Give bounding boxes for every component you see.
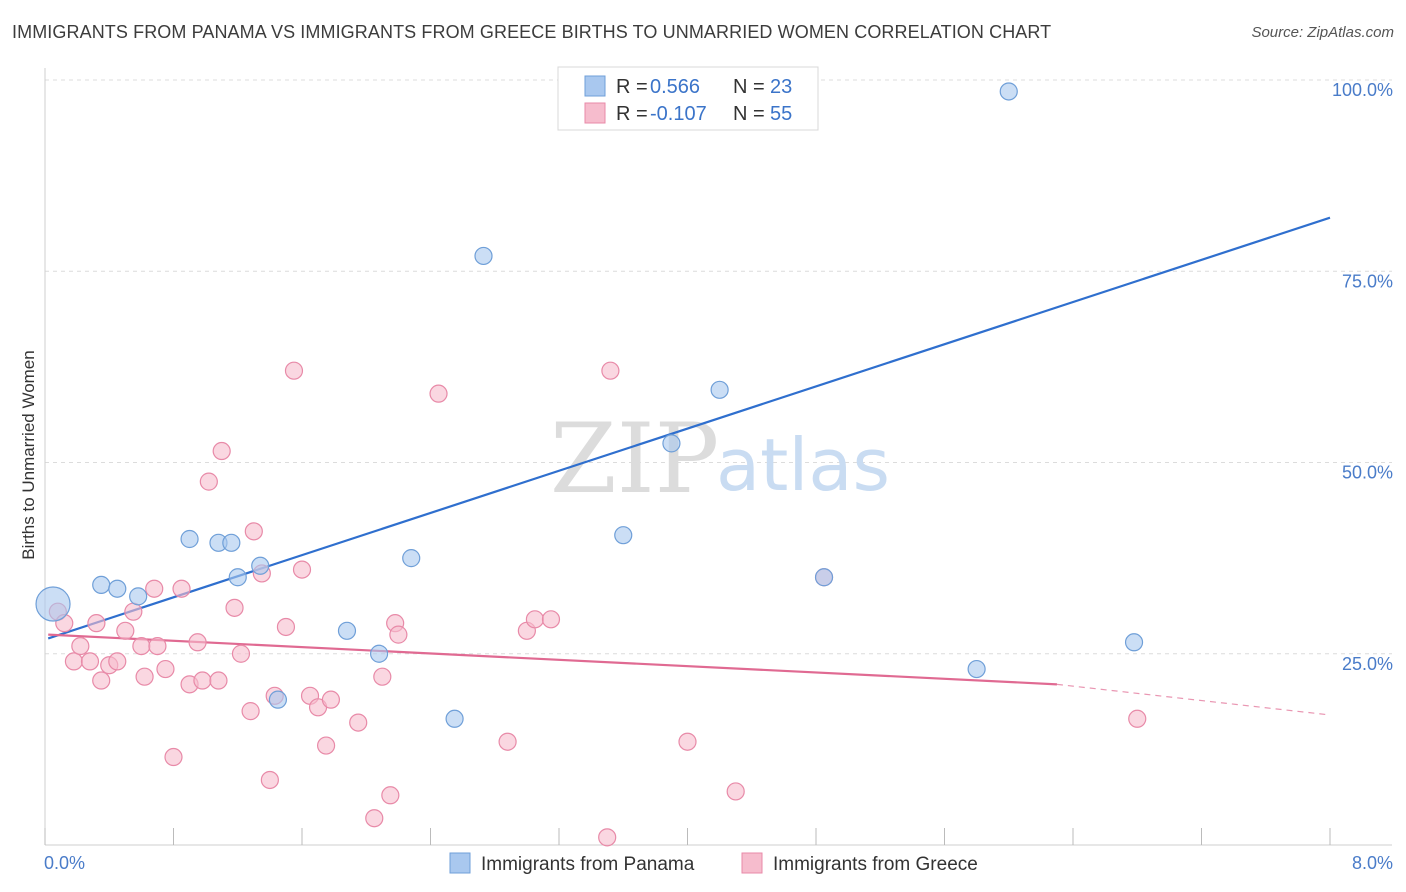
point-panama — [222, 533, 241, 552]
point-greece — [108, 652, 127, 671]
point-panama — [662, 434, 681, 453]
data-points — [35, 66, 1147, 847]
point-greece — [678, 732, 697, 751]
point-greece — [135, 667, 154, 686]
bottom-legend-swatch-panama — [449, 852, 471, 874]
legend-n-label: N = — [733, 76, 765, 98]
point-panama — [402, 549, 421, 568]
bottom-legend-label-panama: Immigrants from Panama — [481, 854, 695, 875]
trend-line-greece-extension — [1056, 683, 1331, 716]
point-greece — [292, 560, 312, 579]
y-tick-label: 100.0% — [1332, 80, 1393, 100]
legend-swatch-greece — [584, 102, 606, 124]
point-panama — [180, 529, 199, 549]
legend-swatch-panama — [584, 75, 606, 97]
point-panama — [129, 587, 148, 606]
point-panama — [614, 526, 633, 545]
point-panama — [108, 579, 127, 598]
bottom-legend-label-greece: Immigrants from Greece — [773, 854, 978, 875]
point-panama — [967, 659, 986, 679]
watermark-atlas-text: atlas — [716, 423, 890, 507]
point-greece — [260, 770, 279, 790]
point-greece — [199, 472, 218, 491]
point-greece — [389, 625, 408, 644]
point-greece — [225, 598, 244, 617]
point-panama — [92, 575, 111, 595]
point-greece — [71, 636, 90, 656]
y-tick-label: 50.0% — [1342, 463, 1393, 483]
legend-r-label: R = — [616, 76, 648, 98]
bottom-legend: Immigrants from Panama Immigrants from Gr… — [449, 852, 978, 875]
point-greece — [321, 690, 341, 709]
point-greece — [284, 361, 304, 380]
legend-n-value: 55 — [770, 103, 792, 125]
point-greece — [164, 747, 183, 767]
point-greece — [145, 579, 164, 598]
point-panama — [370, 644, 389, 663]
bottom-legend-swatch-greece — [741, 852, 763, 874]
legend-r-label: R = — [616, 103, 648, 125]
y-tick-label: 75.0% — [1342, 271, 1393, 291]
point-greece — [92, 671, 111, 690]
point-greece — [156, 659, 175, 679]
point-panama — [445, 709, 464, 728]
point-greece — [1128, 709, 1147, 728]
legend-box: R = 0.566 N = 23 R = -0.107 N = 55 — [557, 66, 819, 131]
point-greece — [188, 633, 207, 652]
source-label: Source: ZipAtlas.com — [1251, 24, 1394, 41]
legend-r-value: 0.566 — [650, 76, 700, 98]
point-panama — [268, 690, 288, 709]
axes: 0.0% 8.0% — [44, 68, 1393, 873]
point-greece — [87, 614, 106, 633]
point-greece — [498, 732, 517, 751]
point-greece — [525, 610, 545, 629]
gridlines: 25.0% 50.0% 75.0% 100.0% — [45, 79, 1393, 674]
point-greece — [212, 441, 231, 461]
point-greece — [373, 667, 392, 686]
point-greece — [124, 602, 143, 621]
point-greece — [64, 652, 84, 671]
point-panama — [814, 568, 834, 587]
point-panama — [1124, 633, 1144, 652]
point-greece — [601, 361, 620, 380]
point-greece — [541, 610, 561, 629]
watermark: ZIP atlas — [550, 403, 890, 515]
point-panama — [474, 246, 493, 266]
point-panama — [228, 568, 247, 587]
point-greece — [726, 782, 745, 801]
point-greece — [80, 652, 100, 671]
point-panama — [337, 621, 357, 640]
point-greece — [244, 522, 263, 541]
legend-n-value: 23 — [770, 76, 792, 98]
legend-n-label: N = — [733, 103, 765, 125]
point-greece — [193, 671, 212, 690]
y-tick-label: 25.0% — [1342, 654, 1393, 674]
point-panama — [999, 82, 1018, 101]
point-greece — [132, 636, 151, 656]
y-axis-label: Births to Unmarried Women — [19, 350, 38, 559]
chart-title: IMMIGRANTS FROM PANAMA VS IMMIGRANTS FRO… — [12, 22, 1052, 42]
watermark-zip-text: ZIP — [550, 403, 719, 515]
point-panama — [35, 586, 71, 622]
point-greece — [365, 809, 384, 828]
point-greece — [598, 828, 617, 847]
point-greece — [172, 579, 191, 598]
point-greece — [276, 617, 296, 637]
point-greece — [241, 702, 260, 721]
point-greece — [209, 671, 228, 690]
point-panama — [710, 380, 729, 399]
x-tick-label-max: 8.0% — [1352, 853, 1393, 873]
point-greece — [316, 736, 336, 755]
point-greece — [116, 621, 135, 640]
point-greece — [349, 713, 368, 732]
x-tick-label-min: 0.0% — [44, 853, 85, 873]
trend-line-greece — [48, 633, 1057, 686]
point-greece — [429, 384, 448, 403]
point-greece — [231, 644, 251, 663]
point-greece — [381, 786, 400, 805]
point-greece — [148, 636, 167, 656]
point-panama — [251, 556, 270, 575]
legend-r-value: -0.107 — [650, 103, 707, 125]
